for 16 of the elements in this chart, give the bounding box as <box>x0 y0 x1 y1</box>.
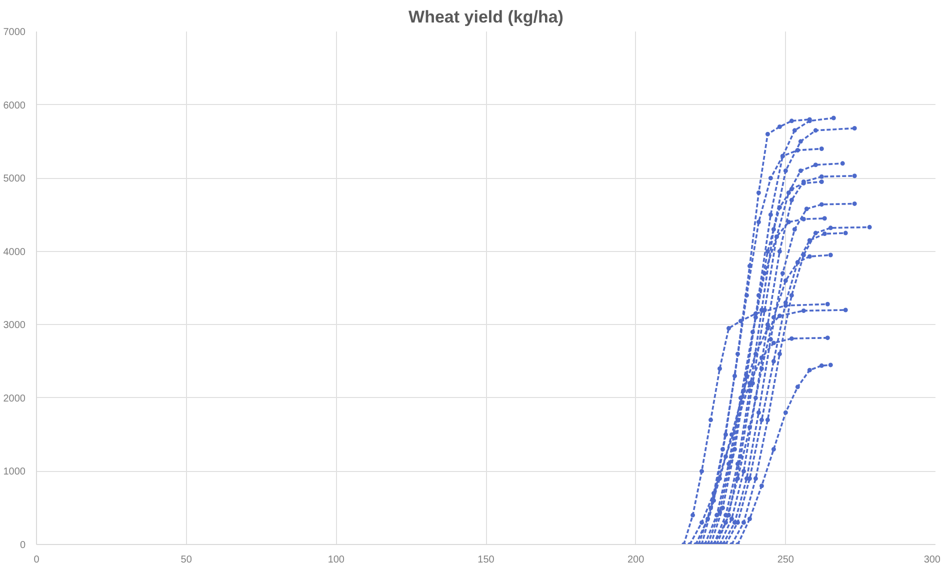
y-tick-label: 5000 <box>3 174 26 185</box>
y-tick-label: 6000 <box>3 100 26 112</box>
y-tick-label: 0 <box>20 540 26 551</box>
y-tick-label: 1000 <box>3 466 26 478</box>
x-tick-label: 300 <box>924 554 941 566</box>
x-tick-label: 150 <box>478 554 495 566</box>
y-tick-label: 3000 <box>3 320 26 332</box>
x-tick-label: 200 <box>627 554 645 566</box>
x-tick-label: 50 <box>180 554 192 566</box>
chart-title: Wheat yield (kg/ha) <box>408 8 564 26</box>
y-tick-label: 7000 <box>3 27 26 38</box>
x-tick-label: 0 <box>34 554 40 566</box>
y-tick-label: 2000 <box>3 393 26 404</box>
y-tick-label: 4000 <box>3 246 26 258</box>
x-tick-label: 100 <box>328 554 345 566</box>
x-tick-label: 250 <box>777 554 794 566</box>
